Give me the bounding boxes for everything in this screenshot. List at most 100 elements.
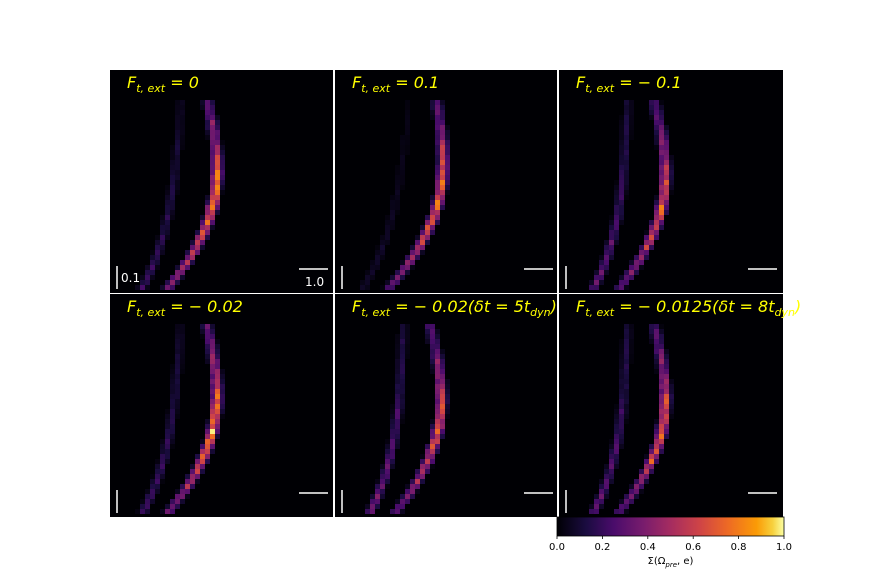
heatmap-cell (415, 240, 420, 245)
heatmap-cell (654, 235, 659, 240)
heatmap-cell (435, 105, 440, 110)
heatmap-cell (619, 419, 624, 424)
heatmap-cell (220, 404, 225, 409)
heatmap-cell (160, 509, 165, 514)
heatmap-cell (654, 225, 659, 230)
heatmap-cell (175, 135, 180, 140)
heatmap-cell (210, 195, 215, 200)
heatmap-cell (649, 324, 654, 329)
heatmap-cell (634, 260, 639, 265)
heatmap-cell (220, 150, 225, 155)
heatmap-cell (644, 479, 649, 484)
heatmap-cell (145, 265, 150, 270)
heatmap-cell (215, 160, 220, 165)
heatmap-cell (175, 349, 180, 354)
heatmap-cell (215, 180, 220, 185)
heatmap-cell (180, 349, 185, 354)
heatmap-cell (634, 489, 639, 494)
heatmap-cell (435, 145, 440, 150)
heatmap-cell (180, 260, 185, 265)
heatmap-cell (664, 185, 669, 190)
heatmap-cell (170, 145, 175, 150)
heatmap-cell (200, 324, 205, 329)
heatmap-cell (175, 354, 180, 359)
heatmap-cell (659, 404, 664, 409)
heatmap-cell (594, 275, 599, 280)
heatmap-cell (380, 479, 385, 484)
heatmap-cell (420, 479, 425, 484)
heatmap-cell (619, 349, 624, 354)
heatmap-cell (405, 120, 410, 125)
heatmap-cell (649, 329, 654, 334)
heatmap-cell (195, 464, 200, 469)
heatmap-cell (624, 110, 629, 115)
heatmap-cell (385, 479, 390, 484)
heatmap-cell (604, 250, 609, 255)
heatmap-cell (155, 245, 160, 250)
heatmap-cell (435, 394, 440, 399)
heatmap-cell (659, 424, 664, 429)
heatmap-cell (624, 369, 629, 374)
heatmap-cell (210, 140, 215, 145)
heatmap-cell (175, 280, 180, 285)
heatmap-cell (365, 275, 370, 280)
heatmap-cell (435, 339, 440, 344)
heatmap-cell (619, 220, 624, 225)
heatmap-cell (440, 354, 445, 359)
heatmap-cell (654, 135, 659, 140)
heatmap-cell (659, 115, 664, 120)
heatmap-cell (195, 235, 200, 240)
heatmap-cell (215, 165, 220, 170)
heatmap-cell (619, 439, 624, 444)
heatmap-cell (664, 210, 669, 215)
heatmap-cell (654, 364, 659, 369)
heatmap-cell (205, 354, 210, 359)
heatmap-cell (440, 140, 445, 145)
heatmap-cell (614, 424, 619, 429)
heatmap-cell (430, 349, 435, 354)
heatmap-cell (614, 449, 619, 454)
heatmap-cell (200, 454, 205, 459)
heatmap-cell (644, 255, 649, 260)
heatmap-cell (395, 389, 400, 394)
heatmap-cell (175, 265, 180, 270)
heatmap-cell (400, 165, 405, 170)
heatmap-cell (195, 250, 200, 255)
heatmap-cell (365, 270, 370, 275)
heatmap-cell (175, 190, 180, 195)
heatmap-cell (155, 260, 160, 265)
heatmap-cell (405, 260, 410, 265)
heatmap-cell (594, 280, 599, 285)
heatmap-cell (619, 275, 624, 280)
heatmap-cell (400, 180, 405, 185)
heatmap-cell (210, 389, 215, 394)
heatmap-cell (360, 285, 365, 290)
heatmap-cell (385, 474, 390, 479)
heatmap-cell (215, 135, 220, 140)
heatmap-cell (360, 280, 365, 285)
heatmap-cell (385, 280, 390, 285)
heatmap-cell (365, 509, 370, 514)
heatmap-cell (180, 354, 185, 359)
heatmap-cell (160, 220, 165, 225)
heatmap-cell (200, 100, 205, 105)
heatmap-cell (160, 240, 165, 245)
heatmap-cell (370, 499, 375, 504)
heatmap-cell (140, 499, 145, 504)
heatmap-cell (210, 324, 215, 329)
heatmap-cell (175, 160, 180, 165)
heatmap-cell (440, 349, 445, 354)
heatmap-cell (170, 275, 175, 280)
heatmap-cell (215, 210, 220, 215)
heatmap-cell (669, 185, 674, 190)
heatmap-cell (400, 334, 405, 339)
heatmap-cell (390, 205, 395, 210)
heatmap-cell (175, 275, 180, 280)
heatmap-cell (210, 394, 215, 399)
heatmap-cell (210, 200, 215, 205)
heatmap-cell (175, 170, 180, 175)
heatmap-cell (624, 145, 629, 150)
heatmap-cell (624, 115, 629, 120)
heatmap-cell (664, 205, 669, 210)
